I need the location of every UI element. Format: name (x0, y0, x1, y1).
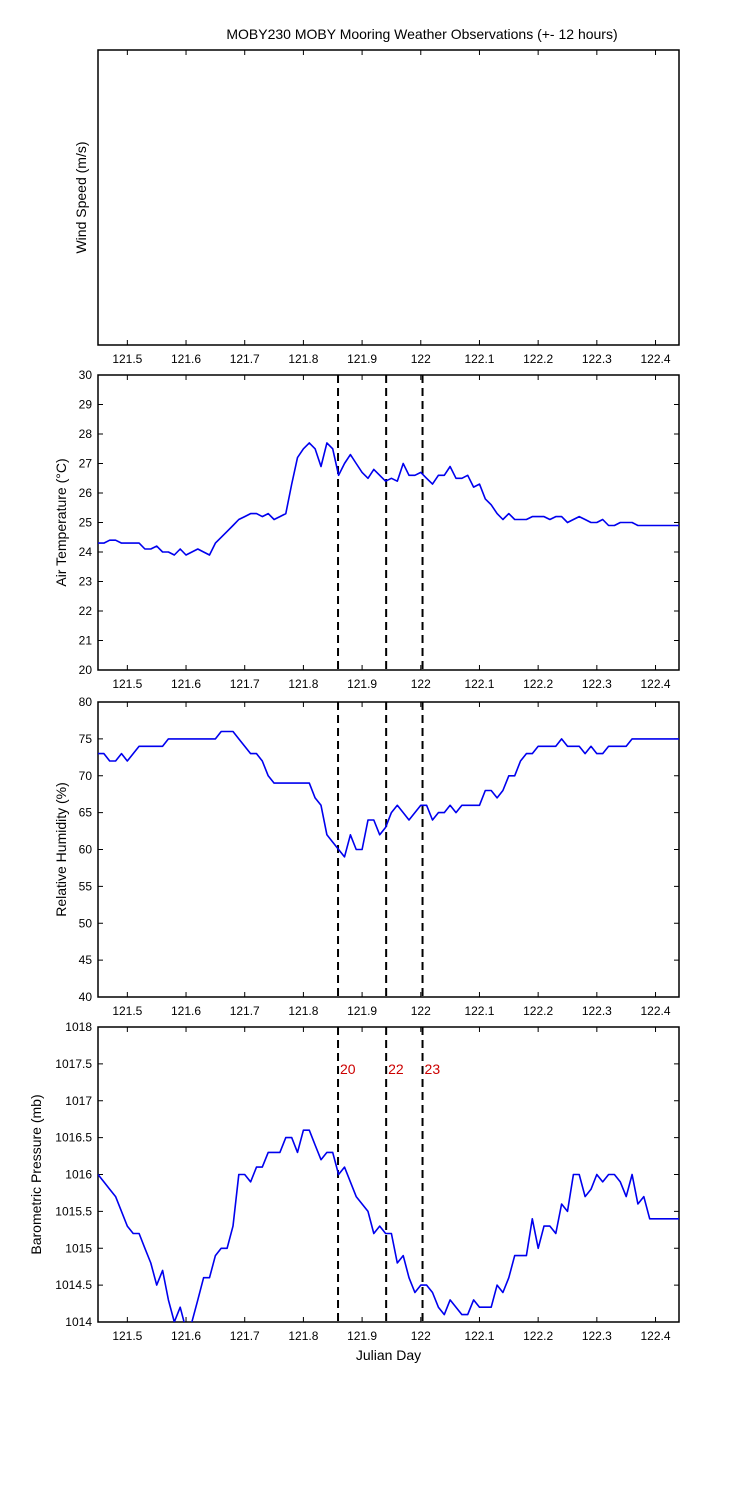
x-tick-label: 121.6 (171, 352, 201, 366)
x-tick-label: 121.7 (230, 352, 260, 366)
y-axis-label: Air Temperature (°C) (53, 458, 69, 586)
x-tick-label: 122 (411, 677, 431, 691)
x-tick-label: 122.1 (464, 1004, 494, 1018)
x-tick-label: 122.4 (641, 1004, 671, 1018)
x-tick-label: 121.5 (112, 352, 142, 366)
x-tick-label: 122.1 (464, 677, 494, 691)
x-tick-label: 121.9 (347, 1004, 377, 1018)
x-tick-label: 121.8 (288, 1329, 318, 1343)
y-tick-label: 27 (79, 457, 93, 471)
y-tick-label: 24 (79, 545, 93, 559)
y-tick-label: 80 (79, 695, 93, 709)
y-tick-label: 75 (79, 732, 93, 746)
x-tick-label: 122.4 (641, 677, 671, 691)
y-tick-label: 1016 (65, 1168, 92, 1182)
x-tick-label: 122 (411, 352, 431, 366)
x-tick-label: 121.5 (112, 677, 142, 691)
panel-3: 121.5 121.6 121.7 121.8 121.9 122 122.1 122.2 12… (53, 695, 680, 1018)
x-tick-label: 122.3 (582, 352, 612, 366)
x-axis-label: Julian Day (356, 1347, 421, 1363)
x-tick-label: 121.9 (347, 677, 377, 691)
x-tick-label: 122.2 (523, 1329, 553, 1343)
x-tick-label: 122 (411, 1004, 431, 1018)
x-tick-label: 121.7 (230, 1004, 260, 1018)
x-tick-label: 122 (411, 1329, 431, 1343)
y-tick-label: 1014.5 (55, 1278, 92, 1292)
x-tick-label: 122.1 (464, 1329, 494, 1343)
event-label: 22 (388, 1061, 404, 1077)
x-tick-label: 121.5 (112, 1004, 142, 1018)
x-tick-label: 122.3 (582, 1329, 612, 1343)
y-tick-label: 1016.5 (55, 1131, 92, 1145)
x-tick-label: 121.9 (347, 352, 377, 366)
y-tick-label: 40 (79, 990, 93, 1004)
y-tick-label: 50 (79, 916, 93, 930)
y-axis-label: Relative Humidity (%) (53, 782, 69, 917)
y-axis-label: Wind Speed (m/s) (73, 141, 89, 253)
y-tick-label: 55 (79, 879, 93, 893)
y-tick-label: 21 (79, 634, 93, 648)
plot-frame (97, 374, 680, 671)
x-tick-label: 122.3 (582, 677, 612, 691)
y-tick-label: 28 (79, 427, 93, 441)
x-tick-label: 121.8 (288, 1004, 318, 1018)
x-tick-label: 121.8 (288, 352, 318, 366)
x-tick-label: 122.2 (523, 1004, 553, 1018)
y-tick-label: 70 (79, 769, 93, 783)
x-tick-label: 121.7 (230, 1329, 260, 1343)
panel-4: 121.5 121.6 121.7 121.8 121.9 122 122.1 122.2 12… (28, 1020, 680, 1363)
panels: 121.5 121.6 121.7 121.8 121.9 122 122.1 122.2 12… (28, 49, 680, 1363)
x-tick-label: 121.7 (230, 677, 260, 691)
x-tick-label: 121.5 (112, 1329, 142, 1343)
x-tick-label: 121.6 (171, 677, 201, 691)
x-tick-label: 122.3 (582, 1004, 612, 1018)
x-tick-label: 122.2 (523, 677, 553, 691)
x-tick-label: 122.2 (523, 352, 553, 366)
x-tick-label: 122.4 (641, 1329, 671, 1343)
y-tick-label: 30 (79, 368, 93, 382)
y-tick-label: 26 (79, 486, 93, 500)
series-line-1 (98, 730, 679, 858)
x-tick-label: 121.8 (288, 677, 318, 691)
x-tick-label: 122.4 (641, 352, 671, 366)
y-tick-label: 22 (79, 604, 93, 618)
y-tick-label: 1015.5 (55, 1204, 92, 1218)
y-tick-label: 1017 (65, 1094, 92, 1108)
event-label: 20 (340, 1061, 356, 1077)
panel-1: 121.5 121.6 121.7 121.8 121.9 122 122.1 122.2 12… (73, 49, 680, 366)
y-tick-label: 65 (79, 806, 93, 820)
y-tick-label: 45 (79, 953, 93, 967)
y-axis-label: Barometric Pressure (mb) (28, 1094, 44, 1254)
figure-title: MOBY230 MOBY Mooring Weather Observation… (226, 26, 617, 42)
y-tick-label: 60 (79, 843, 93, 857)
y-tick-label: 25 (79, 516, 93, 530)
x-tick-label: 121.6 (171, 1004, 201, 1018)
y-tick-label: 23 (79, 575, 93, 589)
panel-2: 121.5 121.6 121.7 121.8 121.9 122 122.1 122.2 12… (53, 368, 680, 691)
y-tick-label: 20 (79, 663, 93, 677)
y-tick-label: 1017.5 (55, 1057, 92, 1071)
series-line-1 (98, 1129, 679, 1322)
y-tick-label: 1015 (65, 1241, 92, 1255)
series-line-1 (98, 442, 679, 556)
y-tick-label: 1014 (65, 1315, 92, 1329)
y-tick-label: 1018 (65, 1020, 92, 1034)
plot-frame (97, 49, 680, 346)
x-tick-label: 122.1 (464, 352, 494, 366)
y-tick-label: 29 (79, 398, 93, 412)
plot-frame (97, 1026, 680, 1323)
x-tick-label: 121.9 (347, 1329, 377, 1343)
event-label: 23 (425, 1061, 441, 1077)
x-tick-label: 121.6 (171, 1329, 201, 1343)
